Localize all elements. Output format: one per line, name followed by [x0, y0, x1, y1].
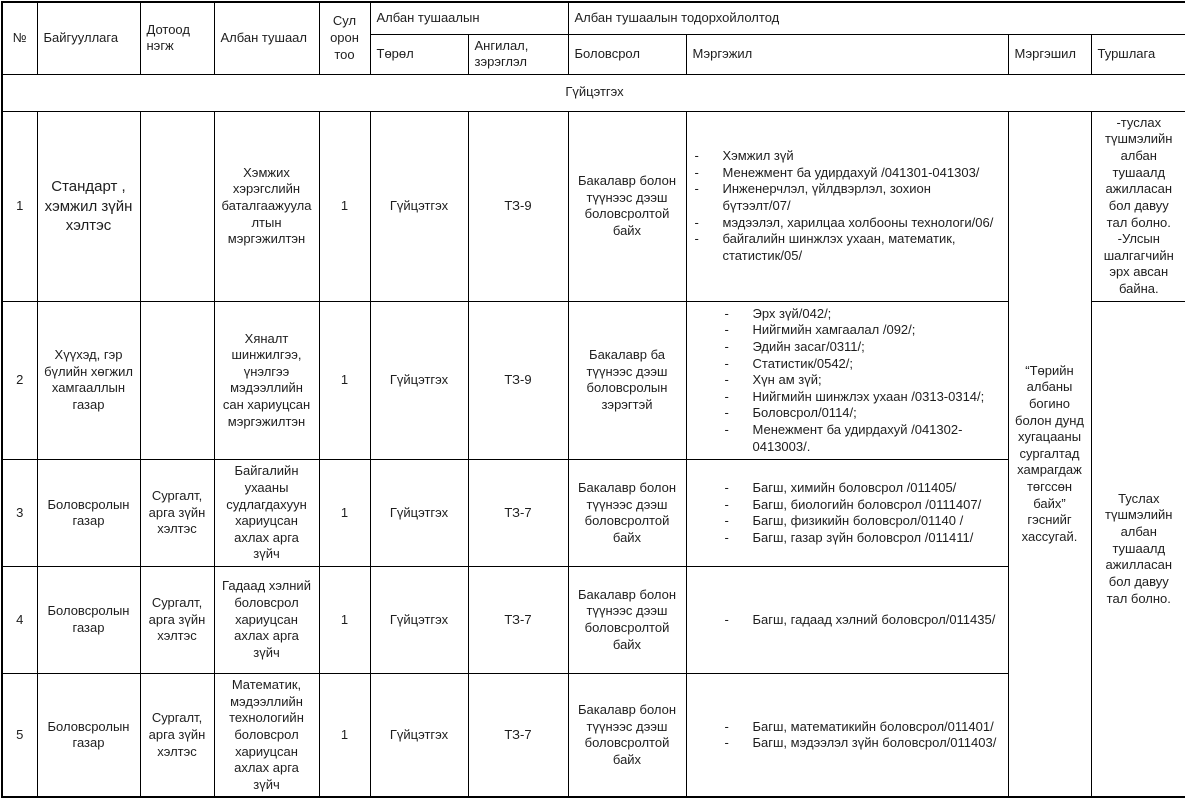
col-header-specialization: Мэргэшил — [1007, 33, 1092, 75]
cell-type: Гүйцэтгэх — [369, 110, 469, 302]
col-header-classification: Ангилал, зэрэглэл — [467, 33, 569, 75]
section-row: Гүйцэтгэх — [1, 73, 1185, 112]
cell-type: Гүйцэтгэх — [369, 459, 469, 567]
col-header-experience: Туршлага — [1090, 33, 1185, 75]
profession-item: Статистик/0542/; — [725, 356, 1000, 373]
cell-classification: ТЗ-7 — [467, 459, 569, 567]
section-title: Гүйцэтгэх — [1, 73, 1185, 112]
col-header-type: Төрөл — [369, 33, 469, 75]
cell-vacancies: 1 — [318, 459, 371, 567]
cell-number: 5 — [1, 673, 38, 798]
cell-classification: ТЗ-9 — [467, 300, 569, 461]
profession-item: байгалийн шинжлэх ухаан, математик, стат… — [695, 231, 1000, 264]
cell-education: Бакалавр болон түүнээс дээш боловсролтой… — [567, 566, 687, 674]
profession-item: Хүн ам зүй; — [725, 372, 1000, 389]
cell-unit: Сургалт, арга зүйн хэлтэс — [139, 566, 215, 674]
profession-item: Боловсрол/0114/; — [725, 405, 1000, 422]
cell-number: 3 — [1, 459, 38, 567]
col-header-vacancies: Сул орон тоо — [318, 1, 371, 75]
col-header-position: Албан тушаал — [213, 1, 320, 75]
cell-experience-row1: -туслах түшмэлийн албан тушаалд ажилласа… — [1090, 110, 1185, 302]
cell-number: 4 — [1, 566, 38, 674]
cell-position: Математик, мэдээллийн технологийн боловс… — [213, 673, 320, 798]
col-header-unit: Дотоод нэгж — [139, 1, 215, 75]
cell-education: Бакалавр болон түүнээс дээш боловсролтой… — [567, 459, 687, 567]
cell-number: 2 — [1, 300, 38, 461]
table-row: 3 Боловсролын газар Сургалт, арга зүйн х… — [1, 459, 1185, 567]
cell-experience-rows2to5: Туслах түшмэлийн албан тушаалд ажилласан… — [1090, 300, 1185, 798]
experience-line: -туслах түшмэлийн албан тушаалд ажилласа… — [1105, 114, 1173, 230]
cell-vacancies: 1 — [318, 673, 371, 798]
cell-professions: Хэмжил зүйМенежмент ба удирдахуй /041301… — [685, 110, 1009, 302]
cell-classification: ТЗ-7 — [467, 673, 569, 798]
profession-item: Менежмент ба удирдахуй /041302-0413003/. — [725, 422, 1000, 455]
cell-professions: Багш, гадаад хэлний боловсрол/011435/ — [685, 566, 1009, 674]
profession-list: Эрх зүй/042/;Нийгмийн хамгаалал /092/;Эд… — [725, 306, 1000, 456]
profession-item: Багш, гадаад хэлний боловсрол/011435/ — [725, 612, 1000, 629]
cell-specialization-note: “Төрийн албаны богино болон дунд хугацаа… — [1007, 110, 1092, 798]
profession-item: Менежмент ба удирдахуй /041301-041303/ — [695, 165, 1000, 182]
cell-unit — [139, 110, 215, 302]
col-header-profession: Мэргэжил — [685, 33, 1009, 75]
table-row: 1 Стандарт , хэмжил зүйн хэлтэс Хэмжих х… — [1, 110, 1185, 798]
profession-item: Багш, физикийн боловсрол/01140 / — [725, 513, 1000, 530]
profession-item: Багш, мэдээлэл зүйн боловсрол/011403/ — [725, 735, 1000, 752]
cell-position: Байгалийн ухааны судлагдахуун хариуцсан … — [213, 459, 320, 567]
profession-item: Хэмжил зүй — [695, 148, 1000, 165]
profession-item: мэдээлэл, харилцаа холбооны технологи/06… — [695, 215, 1000, 232]
cell-professions: Багш, химийн боловсрол /011405/Багш, био… — [685, 459, 1009, 567]
col-group-position: Албан тушаалын — [369, 1, 569, 35]
cell-organization: Боловсролын газар — [36, 673, 141, 798]
profession-item: Нийгмийн шинжлэх ухаан /0313-0314/; — [725, 389, 1000, 406]
table-row: 4 Боловсролын газар Сургалт, арга зүйн х… — [1, 566, 1185, 674]
profession-list: Багш, математикийн боловсрол/011401/Багш… — [725, 719, 1000, 752]
profession-item: Эрх зүй/042/; — [725, 306, 1000, 323]
experience-line: -Улсын шалгагчийн эрх авсан байна. — [1103, 231, 1174, 296]
cell-type: Гүйцэтгэх — [369, 673, 469, 798]
cell-organization: Стандарт , хэмжил зүйн хэлтэс — [36, 110, 141, 302]
profession-item: Инженерчлэл, үйлдвэрлэл, зохион бүтээлт/… — [695, 181, 1000, 214]
cell-type: Гүйцэтгэх — [369, 566, 469, 674]
profession-item: Багш, биологийн боловсрол /0111407/ — [725, 497, 1000, 514]
table-row: 2 Хүүхэд, гэр бүлийн хөгжил хамгааллын г… — [1, 300, 1185, 798]
cell-education: Бакалавр ба түүнээс дээш боловсролын зэр… — [567, 300, 687, 461]
cell-organization: Хүүхэд, гэр бүлийн хөгжил хамгааллын газ… — [36, 300, 141, 461]
cell-position: Гадаад хэлний боловсрол хариуцсан ахлах … — [213, 566, 320, 674]
col-header-organization: Байгууллага — [36, 1, 141, 75]
cell-unit: Сургалт, арга зүйн хэлтэс — [139, 459, 215, 567]
cell-type: Гүйцэтгэх — [369, 300, 469, 461]
profession-item: Багш, газар зүйн боловсрол /011411/ — [725, 530, 1000, 547]
cell-classification: ТЗ-9 — [467, 110, 569, 302]
col-group-description: Албан тушаалын тодорхойлолтод — [567, 1, 1185, 35]
cell-organization: Боловсролын газар — [36, 566, 141, 674]
table-row: 5 Боловсролын газар Сургалт, арга зүйн х… — [1, 673, 1185, 798]
profession-list: Багш, гадаад хэлний боловсрол/011435/ — [725, 612, 1000, 629]
profession-item: Нийгмийн хамгаалал /092/; — [725, 322, 1000, 339]
col-header-education: Боловсрол — [567, 33, 687, 75]
profession-list: Хэмжил зүйМенежмент ба удирдахуй /041301… — [695, 148, 1000, 264]
profession-item: Багш, химийн боловсрол /011405/ — [725, 480, 1000, 497]
cell-number: 1 — [1, 110, 38, 302]
cell-vacancies: 1 — [318, 300, 371, 461]
cell-vacancies: 1 — [318, 566, 371, 674]
cell-professions: Багш, математикийн боловсрол/011401/Багш… — [685, 673, 1009, 798]
cell-classification: ТЗ-7 — [467, 566, 569, 674]
cell-professions: Эрх зүй/042/;Нийгмийн хамгаалал /092/;Эд… — [685, 300, 1009, 461]
cell-unit: Сургалт, арга зүйн хэлтэс — [139, 673, 215, 798]
cell-education: Бакалавр болон түүнээс дээш боловсролтой… — [567, 110, 687, 302]
profession-list: Багш, химийн боловсрол /011405/Багш, био… — [725, 480, 1000, 547]
profession-item: Эдийн засаг/0311/; — [725, 339, 1000, 356]
col-header-number: № — [1, 1, 38, 75]
cell-position: Хяналт шинжилгээ, үнэлгээ мэдээллийн сан… — [213, 300, 320, 461]
cell-education: Бакалавр болон түүнээс дээш боловсролтой… — [567, 673, 687, 798]
profession-item: Багш, математикийн боловсрол/011401/ — [725, 719, 1000, 736]
cell-unit — [139, 300, 215, 461]
cell-position: Хэмжих хэрэгслийн баталгаажуулалтын мэрг… — [213, 110, 320, 302]
cell-vacancies: 1 — [318, 110, 371, 302]
cell-organization: Боловсролын газар — [36, 459, 141, 567]
